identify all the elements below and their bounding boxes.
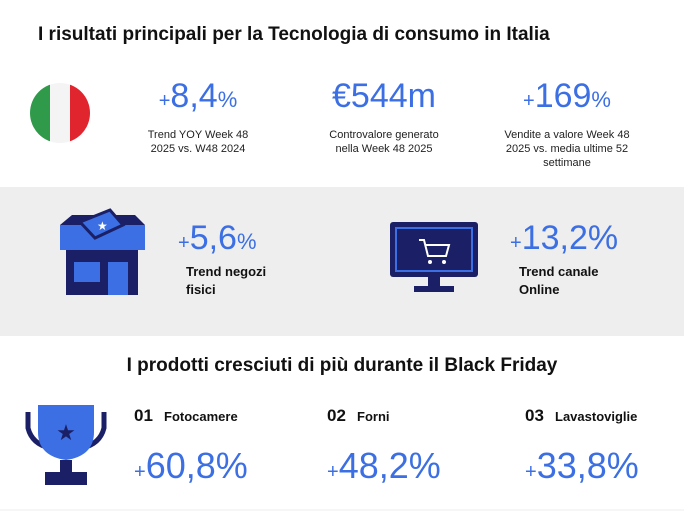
value-number: 13,2 [522,219,588,257]
section-title: I prodotti cresciuti di più durante il B… [127,355,558,376]
kpi-caption: 2025 vs. W48 2024 [151,143,246,155]
value-unit: % [218,87,238,112]
value-unit: % [409,445,441,486]
value: +48,2% [327,445,441,486]
product-rank: 03 [525,406,544,425]
product-name: Lavastoviglie [555,409,637,424]
kpi-caption: nella Week 48 2025 [335,143,432,155]
value-sign: + [525,461,537,483]
value-unit: % [607,445,639,486]
value: +33,8% [525,445,639,486]
monitor-icon [390,222,478,292]
italy-flag [30,83,90,143]
value-sign: + [159,90,171,112]
value: +5,6% [178,219,257,257]
value-number: 8,4 [170,77,217,115]
channel-caption: Trend negozi [186,264,266,279]
value-number: 33,8 [537,445,607,486]
value-unit: % [237,229,257,254]
value-unit: % [591,87,611,112]
kpi-caption: settimane [543,157,591,169]
title: I risultati principali per la Tecnologia… [38,24,550,45]
value-number: 5,6 [190,219,237,257]
channel-caption: Online [519,282,559,297]
product-name: Fotocamere [164,409,238,424]
value: €544m [332,77,436,115]
value: +60,8% [134,445,248,486]
svg-text:★: ★ [56,420,76,445]
kpi-caption: 2025 vs. media ultime 52 [506,143,628,155]
value-sign: + [178,232,190,254]
value-sign: + [327,461,339,483]
shop-icon: ★ [60,208,145,295]
value-number: 48,2 [339,445,409,486]
product-rank: 02 [327,406,346,425]
kpi-caption: Controvalore generato [329,129,438,141]
value-sign: + [134,461,146,483]
channel-caption: fisici [186,282,216,297]
value-number: 169 [535,77,592,115]
channel-caption: Trend canale [519,264,598,279]
value: +13,2% [510,219,618,257]
kpi-caption: Trend YOY Week 48 [148,129,248,141]
product-name: Forni [357,409,390,424]
trophy-icon: ★ [25,405,107,485]
value-number: 60,8 [146,445,216,486]
value-number: €544m [332,77,436,115]
kpi-caption: Vendite a valore Week 48 [504,129,629,141]
value-sign: + [523,90,535,112]
value: +8,4% [159,77,238,115]
svg-text:★: ★ [97,219,108,233]
product-rank: 01 [134,406,153,425]
value-sign: + [510,232,522,254]
value-unit: % [216,445,248,486]
value: +169% [523,77,611,115]
value-unit: % [588,219,618,257]
